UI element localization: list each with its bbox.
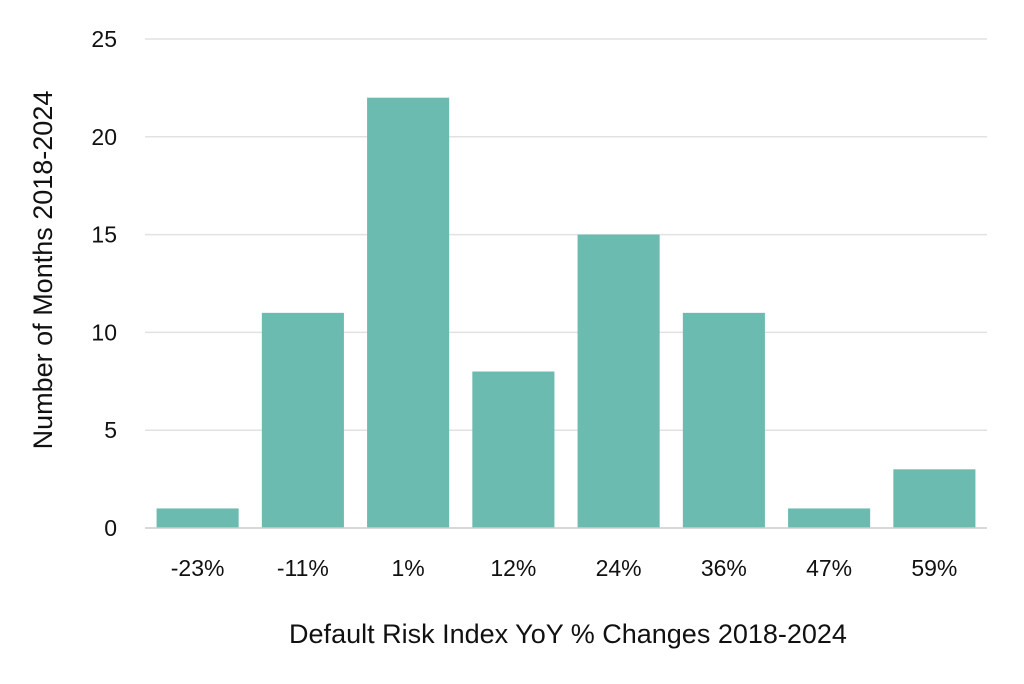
y-axis-title: Number of Months 2018-2024 xyxy=(28,91,58,450)
y-tick-label: 15 xyxy=(91,222,117,248)
bar-47% xyxy=(788,508,871,528)
x-tick-label: 12% xyxy=(490,555,536,581)
bar-24% xyxy=(577,234,660,528)
y-tick-label: 5 xyxy=(104,417,117,443)
bar-59% xyxy=(893,469,976,528)
bar--23% xyxy=(156,508,239,528)
y-tick-labels: 0 5 10 15 20 25 xyxy=(91,26,117,541)
y-tick-label: 10 xyxy=(91,319,117,345)
x-axis-title: Default Risk Index YoY % Changes 2018-20… xyxy=(289,619,847,649)
x-tick-label: 36% xyxy=(701,555,747,581)
y-tick-label: 20 xyxy=(91,124,117,150)
bars xyxy=(156,97,976,529)
x-tick-label: -23% xyxy=(171,555,225,581)
bar-12% xyxy=(472,371,555,528)
x-tick-label: -11% xyxy=(277,555,329,581)
y-tick-label: 25 xyxy=(91,26,117,52)
bar--11% xyxy=(261,312,344,528)
bar-36% xyxy=(682,312,765,528)
x-tick-label: 1% xyxy=(392,555,425,581)
x-tick-label: 59% xyxy=(911,555,957,581)
y-tick-label: 0 xyxy=(104,515,117,541)
x-tick-label: 24% xyxy=(596,555,642,581)
bar-1% xyxy=(367,97,450,529)
x-tick-labels: -23% -11% 1% 12% 24% 36% 47% 59% xyxy=(171,555,958,581)
x-tick-label: 47% xyxy=(806,555,852,581)
